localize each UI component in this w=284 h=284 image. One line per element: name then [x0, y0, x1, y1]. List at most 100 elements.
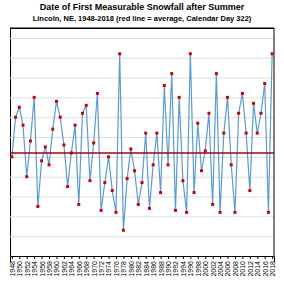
data-point [252, 102, 255, 105]
data-point [241, 92, 244, 95]
data-point [178, 96, 181, 99]
x-tick-label: 1962 [61, 261, 68, 277]
data-point [96, 92, 99, 95]
tick-mark [12, 256, 13, 259]
x-tick: 1960 [53, 256, 60, 277]
x-tick: 1970 [91, 256, 98, 277]
tick-mark [205, 256, 206, 259]
tick-mark [161, 256, 162, 259]
x-tick-label: 1990 [165, 261, 172, 277]
data-point [148, 207, 151, 210]
x-tick-label: 1982 [135, 261, 142, 277]
data-point [185, 211, 188, 214]
tick-mark [242, 256, 243, 259]
x-tick: 1956 [39, 256, 46, 277]
x-tick-label: 2016 [262, 261, 269, 277]
data-point [215, 72, 218, 75]
data-point [271, 52, 274, 55]
data-line [12, 54, 272, 230]
data-point [219, 211, 222, 214]
x-tick: 1954 [31, 256, 38, 277]
tick-mark [131, 256, 132, 259]
x-tick: 2008 [232, 256, 239, 277]
grid-line [10, 38, 274, 39]
x-tick-label: 1984 [143, 261, 150, 277]
x-tick: 2000 [202, 256, 209, 277]
data-point [141, 181, 144, 184]
x-tick: 2002 [210, 256, 217, 277]
tick-mark [265, 256, 266, 259]
x-tick: 1982 [135, 256, 142, 277]
x-tick-label: 1960 [53, 261, 60, 277]
data-point [222, 132, 225, 135]
x-tick: 1986 [150, 256, 157, 277]
data-point [204, 149, 207, 152]
tick-mark [213, 256, 214, 259]
x-tick: 1976 [113, 256, 120, 277]
data-point [167, 163, 170, 166]
data-point [233, 211, 236, 214]
average-line [10, 152, 274, 154]
data-point [114, 211, 117, 214]
data-point [25, 175, 28, 178]
data-point [51, 128, 54, 131]
grid-line [10, 197, 274, 198]
x-tick-label: 1958 [46, 261, 53, 277]
data-point [85, 104, 88, 107]
tick-mark [79, 256, 80, 259]
x-tick: 1978 [120, 256, 127, 277]
x-tick-label: 2010 [239, 261, 246, 277]
y-tick [10, 117, 274, 118]
y-tick [10, 236, 274, 237]
plot-area: 1948195019521954195619581960196219641966… [9, 28, 276, 277]
x-tick: 2016 [262, 256, 269, 277]
data-point [22, 124, 25, 127]
x-tick-label: 2004 [217, 261, 224, 277]
x-tick: 2018 [269, 256, 276, 277]
tick-mark [49, 256, 50, 259]
tick-mark [146, 256, 147, 259]
tick-mark [153, 256, 154, 259]
tick-mark [94, 256, 95, 259]
tick-mark [64, 256, 65, 259]
data-point [174, 209, 177, 212]
data-point [111, 189, 114, 192]
data-point [100, 209, 103, 212]
data-point [248, 189, 251, 192]
x-tick: 1964 [68, 256, 75, 277]
x-tick: 1984 [143, 256, 150, 277]
data-point [189, 52, 192, 55]
data-point [245, 132, 248, 135]
tick-mark [109, 256, 110, 259]
data-point [88, 179, 91, 182]
data-point [237, 112, 240, 115]
grid-line [10, 236, 274, 237]
x-tick-label: 1992 [172, 261, 179, 277]
x-tick-label: 2014 [254, 261, 261, 277]
data-point [40, 159, 43, 162]
data-point [59, 116, 62, 119]
data-point [118, 52, 121, 55]
tick-mark [272, 256, 273, 259]
data-point [74, 124, 77, 127]
data-point [211, 203, 214, 206]
data-point [137, 203, 140, 206]
tick-mark [116, 256, 117, 259]
x-tick: 1950 [16, 256, 23, 277]
grid-line [10, 58, 274, 59]
data-point [62, 143, 65, 146]
x-tick: 1966 [76, 256, 83, 277]
data-point [36, 205, 39, 208]
data-point [226, 96, 229, 99]
data-point [144, 132, 147, 135]
data-point [107, 155, 110, 158]
data-point [55, 100, 58, 103]
tick-mark [71, 256, 72, 259]
grid-line [10, 78, 274, 79]
data-point [163, 84, 166, 87]
data-point [126, 177, 129, 180]
data-point [200, 169, 203, 172]
x-tick: 1952 [24, 256, 31, 277]
data-point [44, 145, 47, 148]
tick-mark [42, 256, 43, 259]
